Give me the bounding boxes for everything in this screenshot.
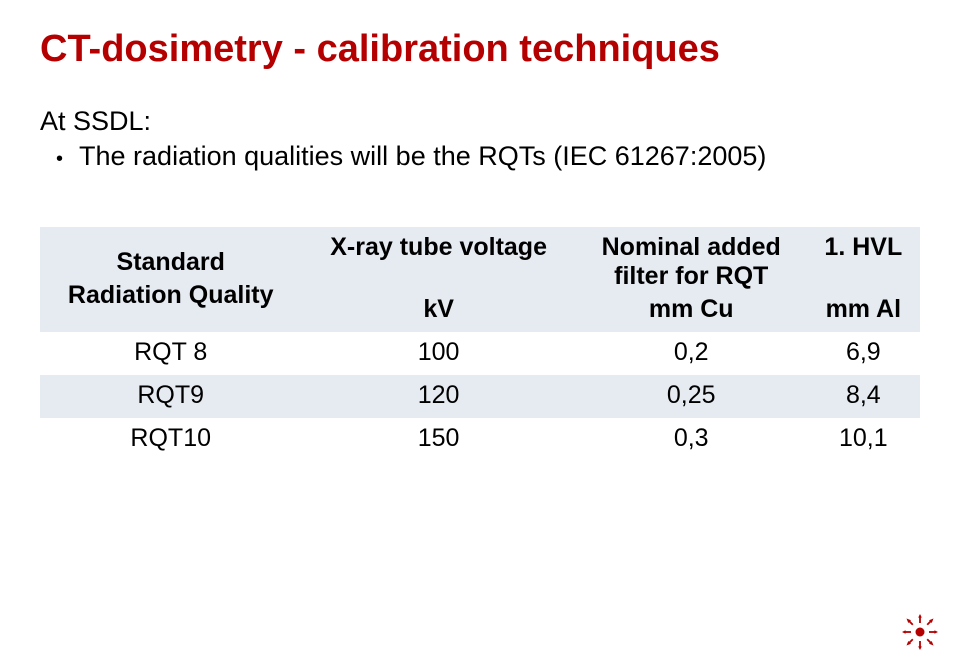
- cell-kv: 100: [301, 332, 575, 375]
- table-row: RQT 8 100 0,2 6,9: [40, 332, 920, 375]
- table-header-row: Standard Radiation Quality X-ray tube vo…: [40, 227, 920, 332]
- cell-filter: 0,25: [576, 375, 807, 418]
- col-header-hvl: 1. HVL mm Al: [807, 227, 920, 332]
- slide: CT-dosimetry - calibration techniques At…: [0, 0, 960, 666]
- cell-hvl: 8,4: [807, 375, 920, 418]
- bullet-dot-icon: •: [56, 149, 63, 169]
- table-row: RQT9 120 0,25 8,4: [40, 375, 920, 418]
- cell-hvl: 6,9: [807, 332, 920, 375]
- bullet-item: • The radiation qualities will be the RQ…: [56, 141, 920, 172]
- cell-quality: RQT10: [40, 418, 301, 461]
- cell-kv: 120: [301, 375, 575, 418]
- col-header-filter: Nominal added filter for RQT mm Cu: [576, 227, 807, 332]
- cell-kv: 150: [301, 418, 575, 461]
- rqt-table: Standard Radiation Quality X-ray tube vo…: [40, 227, 920, 461]
- col-header-quality: Standard Radiation Quality: [40, 227, 301, 332]
- cell-filter: 0,3: [576, 418, 807, 461]
- intro-text: At SSDL:: [40, 106, 920, 137]
- cell-quality: RQT 8: [40, 332, 301, 375]
- cell-quality: RQT9: [40, 375, 301, 418]
- sun-logo-icon: [902, 614, 938, 650]
- cell-filter: 0,2: [576, 332, 807, 375]
- table-body: RQT 8 100 0,2 6,9 RQT9 120 0,25 8,4 RQT1…: [40, 332, 920, 461]
- bullet-text: The radiation qualities will be the RQTs…: [79, 141, 766, 172]
- cell-hvl: 10,1: [807, 418, 920, 461]
- table-row: RQT10 150 0,3 10,1: [40, 418, 920, 461]
- col-header-kv: X-ray tube voltage kV: [301, 227, 575, 332]
- page-title: CT-dosimetry - calibration techniques: [40, 28, 920, 71]
